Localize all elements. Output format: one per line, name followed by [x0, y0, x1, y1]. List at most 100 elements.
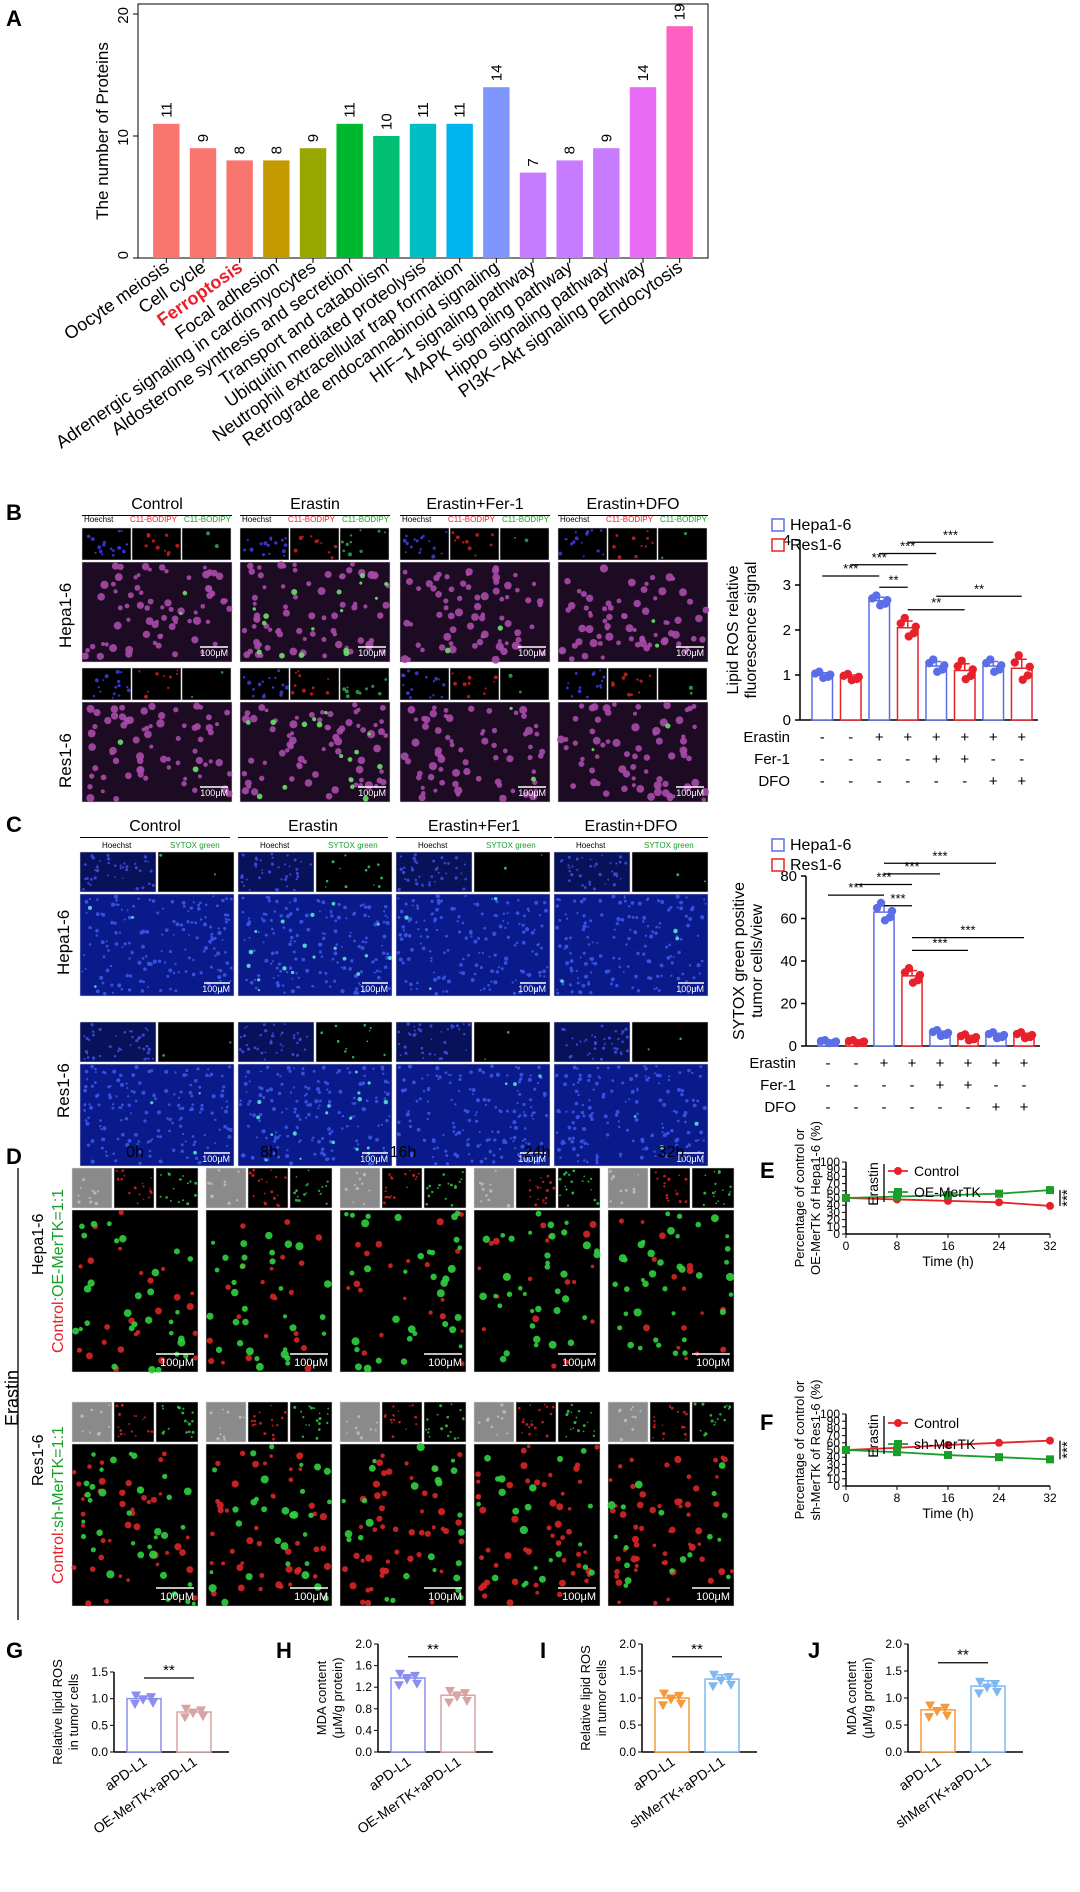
panel-b-merge-tile-cell — [459, 580, 467, 587]
panel-d-merge-tile-cell — [548, 1340, 557, 1349]
panel-b-ytick-label: 3 — [783, 577, 791, 594]
panel-c-merge-tile-cell — [579, 956, 582, 959]
panel-d-channel-tile-cell — [142, 1185, 145, 1188]
panel-c-merge-tile-cell — [120, 1119, 123, 1122]
panel-c-merge-tile-cell — [468, 1153, 471, 1156]
panel-d-brightfield-tile-cell — [480, 1200, 483, 1203]
panel-c-merge-tile-cell — [618, 1152, 623, 1156]
panel-d-merge-tile-cell — [284, 1548, 292, 1555]
panel-c-merge-tile-cell — [110, 902, 116, 907]
panel-c-merge-tile-cell — [661, 1131, 664, 1134]
panel-d-channel-tile-cell — [663, 1182, 666, 1185]
panel-d-scale-label: 100μM — [428, 1357, 462, 1369]
panel-d-channel-tile-cell — [276, 1203, 279, 1206]
panel-b-channel-tile-cell — [646, 536, 650, 540]
panel-c-merge-tile-cell — [456, 920, 459, 923]
panel-c-channel-tile-cell — [277, 866, 280, 869]
panel-b-merge-tile-cell — [499, 794, 507, 803]
panel-d-channel-tile-cell — [678, 1174, 681, 1177]
panel-b-point — [904, 632, 913, 641]
panel-d-channel-tile-cell — [684, 1200, 688, 1203]
panel-c-channel-tile-cell — [607, 878, 610, 881]
panel-c-merge-tile-cell — [436, 898, 441, 903]
panel-c-merge-tile-cell — [114, 894, 118, 899]
panel-c-merge-tile-cell — [276, 1146, 280, 1149]
panel-b-merge-tile-cell — [276, 631, 284, 638]
panel-c-merge-tile-cell — [617, 1065, 621, 1069]
panel-d-merge-tile-cell — [627, 1341, 635, 1349]
panel-b-sig-label: ** — [931, 595, 941, 610]
panel-d-channel-tile-cell — [270, 1190, 274, 1194]
panel-c-point — [887, 906, 897, 916]
panel-b-merge-tile-cell — [256, 565, 262, 570]
panel-letter-g: G — [6, 1638, 24, 1663]
panel-b-merge-tile-cell — [357, 637, 365, 644]
panel-b-merge-tile-cell — [695, 614, 703, 623]
panel-d-merge-tile-cell — [479, 1506, 487, 1514]
panel-c-channel-tile-cell — [612, 883, 616, 887]
panel-d-merge-tile-cell — [475, 1471, 481, 1478]
panel-b-channel-tile-cell — [94, 678, 99, 683]
panel-d-merge-tile-cell — [361, 1219, 370, 1228]
panel-g-point — [138, 1695, 148, 1705]
panel-c-channel-tile-cell — [569, 1054, 573, 1058]
panel-a-data-label: 9 — [598, 134, 615, 142]
panel-b-merge-tile-cell — [502, 748, 508, 754]
panel-c-merge-tile-cell — [375, 1096, 378, 1100]
panel-d-merge-tile-cell — [118, 1574, 123, 1579]
panel-c-merge-tile-cell — [383, 1079, 388, 1084]
panel-b-treat-mark: - — [877, 751, 882, 768]
panel-d-channel-tile-cell — [684, 1177, 688, 1181]
panel-d-brightfield-tile-cell — [235, 1199, 239, 1202]
panel-c-merge-tile-cell — [629, 1077, 634, 1082]
panel-d-merge-tile-cell — [545, 1238, 550, 1243]
panel-b-merge-tile-cell — [263, 613, 269, 619]
panel-d-channel-tile-cell — [186, 1421, 189, 1424]
panel-b-channel-tile-cell — [320, 541, 323, 544]
panel-d-channel-tile-cell — [436, 1413, 439, 1416]
panel-d-merge-tile-cell — [589, 1220, 597, 1229]
panel-d-channel-tile-cell — [393, 1419, 396, 1421]
panel-b-channel-tile-cell — [567, 682, 570, 685]
panel-b-merge-tile-cell — [690, 635, 697, 642]
panel-d-merge-tile-cell — [590, 1319, 595, 1324]
panel-c-channel-tile-cell — [364, 868, 368, 872]
panel-c-merge-tile-cell — [666, 1089, 670, 1094]
panel-d-channel-tile-cell — [729, 1185, 732, 1188]
panel-b-merge-tile-cell — [685, 647, 690, 652]
panel-c-merge-tile-cell — [102, 1126, 107, 1131]
panel-c-merge-tile-cell — [374, 958, 378, 962]
panel-d-merge-tile-cell — [296, 1452, 304, 1460]
panel-c-merge-tile-cell — [576, 911, 579, 915]
panel-d-merge-tile-cell — [382, 1567, 390, 1575]
panel-b-row-label: Hepa1-6 — [56, 582, 75, 648]
panel-c-point — [964, 1036, 974, 1045]
panel-c-channel-tile-cell — [91, 856, 96, 860]
panel-c-channel-tile-cell — [295, 867, 299, 871]
panel-b-channel-tile-cell — [115, 669, 120, 674]
panel-b-merge-tile-cell — [208, 759, 213, 764]
panel-d-channel-tile-cell — [549, 1181, 553, 1184]
panel-c-merge-tile-cell — [397, 897, 400, 900]
panel-c-merge-tile-cell — [289, 1091, 293, 1094]
panel-c-channel-tile-cell — [591, 1034, 594, 1037]
panel-d-channel-tile-cell — [714, 1421, 717, 1424]
panel-c-merge-tile-cell — [518, 990, 522, 995]
panel-b-merge-tile-cell — [670, 576, 676, 581]
panel-c-merge-tile-cell — [304, 1100, 308, 1104]
panel-e-legend-label: OE-MerTK — [914, 1184, 982, 1200]
panel-c-merge-tile-cell — [595, 1161, 599, 1165]
panel-c-merge-tile-cell — [387, 955, 392, 961]
panel-d-merge-tile-cell — [440, 1297, 445, 1302]
panel-c-merge-tile-cell — [288, 942, 292, 947]
panel-j-point — [942, 1711, 952, 1721]
panel-d-channel-tile-cell — [317, 1428, 321, 1431]
panel-b-channel-tile-cell — [371, 684, 375, 688]
panel-c-merge-tile-cell — [279, 914, 283, 918]
panel-d-merge-tile-cell — [76, 1481, 82, 1487]
panel-b-merge-tile-cell — [125, 772, 132, 780]
panel-c-merge-tile-cell — [644, 1146, 649, 1151]
panel-d-merge-tile-cell — [424, 1261, 430, 1268]
panel-d-channel-tile-cell — [426, 1418, 429, 1421]
panel-c-merge-tile-cell — [285, 1153, 290, 1159]
